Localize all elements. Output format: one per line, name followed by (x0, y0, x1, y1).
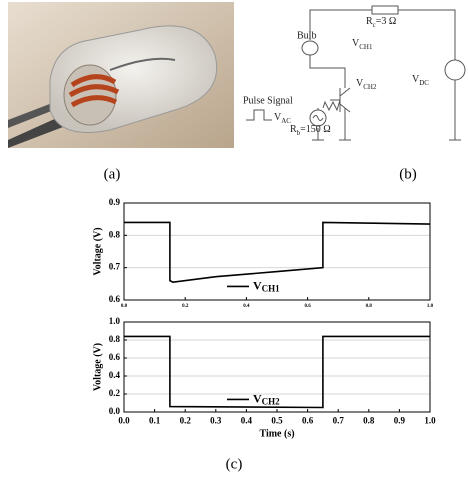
data-line (124, 221, 431, 284)
y-tick-label: 0.7 (109, 262, 121, 272)
vch2-sub: CH2 (363, 83, 377, 91)
vac-label: VAC (274, 112, 291, 124)
vac-sub: AC (281, 117, 291, 125)
vch1-main: V (352, 38, 360, 49)
vch1-sub: CH1 (359, 43, 373, 51)
x-tick-label: 1.0 (427, 304, 434, 309)
x-tick-label: 0.8 (363, 415, 375, 425)
y-axis-label: Voltage (V) (92, 227, 103, 275)
rb-main: R (290, 124, 297, 135)
vac-main: V (274, 112, 282, 123)
data-line (124, 335, 430, 409)
circuit: Bulb Rc=3 Ω VCH1 VDC VCH2 Pulse Signal V… (243, 5, 466, 141)
x-tick-label: 0.2 (182, 304, 189, 309)
vdc-label: VDC (412, 74, 429, 86)
rb-label: Rb=150 Ω (290, 124, 331, 136)
plot-frame (123, 321, 431, 413)
rb-sub: b (297, 129, 301, 137)
y-tick-label: 0.4 (109, 370, 121, 380)
y-axis-label: Voltage (V) (92, 343, 103, 391)
x-tick-label: 1.0 (424, 415, 436, 425)
x-tick-label: 0.2 (180, 415, 192, 425)
vch2-label: VCH2 (356, 78, 377, 90)
rc-label: Rc=3 Ω (366, 16, 396, 28)
rc-main: R (366, 16, 373, 27)
x-tick-label: 0.6 (304, 304, 311, 309)
panel-label: (a) (104, 166, 121, 182)
x-tick-label: 0.8 (366, 304, 373, 309)
x-tick-label: 0.5 (271, 415, 283, 425)
x-tick-label: 0.4 (241, 415, 253, 425)
y-tick-label: 0.6 (109, 352, 121, 362)
y-tick-label: 0.9 (109, 197, 121, 207)
vdc-main: V (412, 74, 420, 85)
y-tick-label: 0.8 (109, 334, 121, 344)
rc-sub: c (373, 21, 376, 29)
y-tick-label: 0.8 (109, 229, 121, 239)
x-tick-label: 0.7 (333, 415, 345, 425)
x-tick-label: 0.9 (394, 415, 406, 425)
legend-name: V (253, 391, 262, 405)
plot-frame (123, 202, 431, 301)
vch1-label: VCH1 (352, 38, 373, 50)
y-tick-label: 0.6 (109, 294, 121, 304)
pulse-label: Pulse Signal (243, 95, 293, 106)
x-axis-label: Time (s) (259, 428, 294, 439)
y-tick-label: 0.0 (109, 406, 121, 416)
x-tick-label: 0.1 (149, 415, 161, 425)
legend-sub: CH2 (262, 396, 281, 406)
x-tick-label: 0.0 (118, 415, 130, 425)
x-tick-label: 0.3 (210, 415, 222, 425)
y-tick-label: 1.0 (109, 316, 121, 326)
legend-name: V (253, 278, 262, 292)
rb-rest: =150 Ω (300, 124, 331, 135)
panel-label: (b) (399, 166, 417, 182)
x-tick-label: 0.4 (243, 304, 250, 309)
y-tick-label: 0.2 (109, 388, 121, 398)
bulb-label: Bulb (297, 30, 316, 41)
legend-label: VCH2 (253, 391, 280, 406)
rc-rest: =3 Ω (376, 16, 397, 27)
x-tick-label: 0.0 (121, 304, 128, 309)
bulb-photo (8, 2, 234, 148)
vch2-main: V (356, 78, 364, 89)
x-tick-label: 0.6 (302, 415, 314, 425)
vdc-sub: DC (419, 79, 429, 87)
legend-sub: CH1 (262, 283, 281, 293)
panel-label: (c) (226, 456, 243, 472)
legend-label: VCH1 (253, 278, 280, 293)
